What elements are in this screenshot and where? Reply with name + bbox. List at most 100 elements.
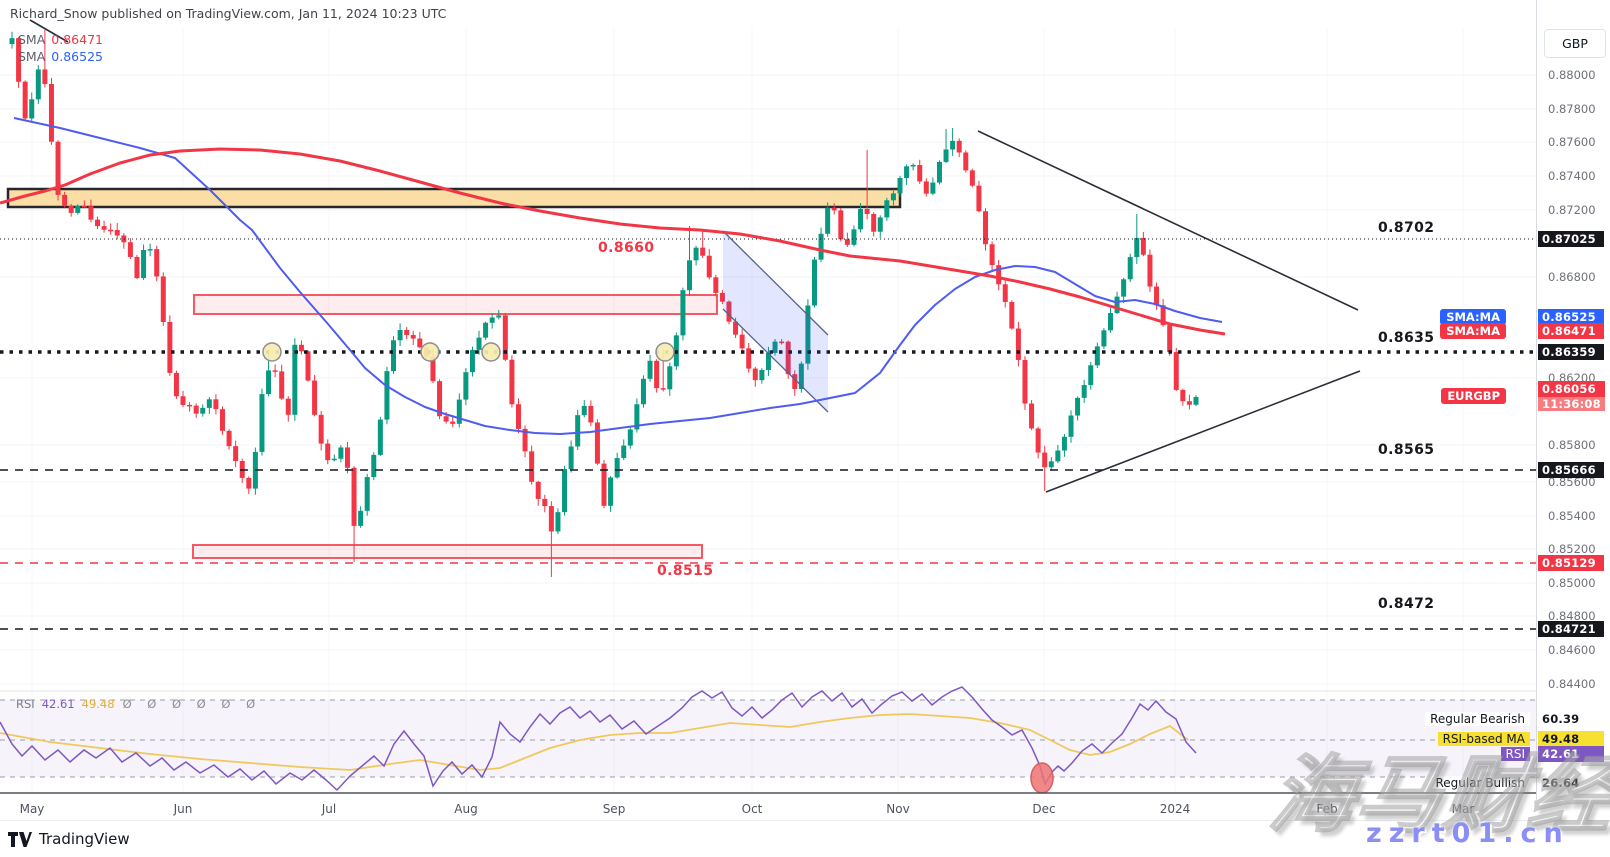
candle-body xyxy=(1180,389,1186,402)
time-tick-Oct: Oct xyxy=(741,802,763,816)
sma-label: SMA xyxy=(18,49,46,64)
candle-body xyxy=(338,447,344,459)
flag-channel-lower xyxy=(722,308,829,413)
candle-body xyxy=(1094,346,1100,366)
candle-body xyxy=(9,38,15,44)
candle-body xyxy=(963,152,969,171)
candle-body xyxy=(154,249,160,277)
level-label-0-8635: 0.8635 xyxy=(1378,330,1435,346)
candle-body xyxy=(358,510,364,526)
sma-blue-value: 0.86525 xyxy=(51,49,103,64)
sma-red-value: 0.86471 xyxy=(51,32,103,47)
candle-body xyxy=(1101,330,1107,347)
candle-body xyxy=(779,341,785,344)
candle-body xyxy=(562,469,568,513)
watermark-url: zzrt01.cn xyxy=(1366,818,1570,849)
candle-body xyxy=(193,405,199,414)
candle-body xyxy=(68,205,74,213)
candle-body xyxy=(844,239,850,245)
candle-body xyxy=(1055,450,1061,462)
price-chart-canvas[interactable] xyxy=(0,0,1536,800)
candle-body xyxy=(489,317,495,323)
candle-body xyxy=(746,348,752,369)
candle-body xyxy=(930,182,936,194)
candle-body xyxy=(581,405,587,416)
candle-body xyxy=(739,334,745,349)
candle-body xyxy=(667,366,673,390)
candle-body xyxy=(48,84,54,142)
rsi-based-ma-tag: RSI-based MA xyxy=(1437,732,1530,746)
rsi-ma-value: 49.48 xyxy=(81,697,115,711)
candle-body xyxy=(502,315,508,360)
level-label-0-8565: 0.8565 xyxy=(1378,442,1435,458)
time-tick-Sep: Sep xyxy=(602,802,626,816)
candle-body xyxy=(1068,415,1074,437)
candle-body xyxy=(923,181,929,194)
candle-body xyxy=(752,368,758,381)
candle-body xyxy=(877,217,883,232)
candle-body xyxy=(496,315,502,318)
candle-body xyxy=(917,164,923,182)
price-axis[interactable]: 0.88000 0.87800 0.87600 0.87400 0.87200 0.868… xyxy=(1536,0,1610,800)
level-touch-circle xyxy=(481,342,501,362)
sma-legend-row-blue[interactable]: SMA 0.86525 xyxy=(18,48,103,65)
candle-body xyxy=(1154,286,1160,306)
candle-body xyxy=(1127,257,1133,280)
tradingview-footer[interactable]: TradingView xyxy=(8,830,130,848)
candle-body xyxy=(851,229,857,245)
candle-body xyxy=(16,38,22,82)
candle-body xyxy=(443,416,449,422)
candle-body xyxy=(1107,313,1113,331)
candle-body xyxy=(391,340,397,372)
tradingview-brand-text: TradingView xyxy=(39,830,130,848)
candle-body xyxy=(298,344,304,352)
candle-body xyxy=(706,255,712,278)
candle-body xyxy=(1160,305,1166,326)
candle-body xyxy=(509,359,515,405)
currency-button[interactable]: GBP xyxy=(1544,29,1606,58)
candle-body xyxy=(700,247,706,256)
candle-body xyxy=(1081,385,1087,398)
candle-body xyxy=(897,178,903,194)
candle-body xyxy=(285,398,291,415)
candle-body xyxy=(575,415,581,447)
candle-body xyxy=(1173,352,1179,390)
candle-body xyxy=(62,194,68,206)
time-tick-Jul: Jul xyxy=(321,802,337,816)
candle-body xyxy=(614,458,620,478)
time-tick-Nov: Nov xyxy=(886,802,910,816)
flag-channel-fill xyxy=(723,231,828,412)
candle-body xyxy=(114,230,120,236)
flag-channel-upper xyxy=(722,230,829,336)
candle-body xyxy=(141,250,147,279)
sma-red-line xyxy=(0,147,1226,336)
candle-body xyxy=(943,149,949,162)
sma-legend[interactable]: SMA 0.86471 SMA 0.86525 xyxy=(18,31,103,65)
time-tick-Mar: Mar xyxy=(1451,802,1475,816)
time-axis[interactable]: May Jun Jul Aug Sep Oct Nov Dec 2024 Feb Mar xyxy=(0,0,1536,820)
candle-body xyxy=(759,369,765,381)
price-tick-label: 0.87800 xyxy=(1548,102,1596,116)
candle-body xyxy=(858,209,864,230)
footer-divider xyxy=(0,820,1610,821)
price-tick-label: 0.85200 xyxy=(1548,542,1596,556)
candle-body xyxy=(719,292,725,302)
sma-legend-row-red[interactable]: SMA 0.86471 xyxy=(18,31,103,48)
candle-body xyxy=(1048,461,1054,468)
candle-body xyxy=(687,260,693,291)
candle-body xyxy=(318,414,324,444)
candle-body xyxy=(871,213,877,232)
candle-body xyxy=(226,430,232,447)
candle-body xyxy=(1002,284,1008,302)
candle-body xyxy=(515,404,521,429)
candle-body xyxy=(101,226,107,230)
candle-body xyxy=(147,249,153,251)
candle-body xyxy=(404,330,410,336)
candle-body xyxy=(936,161,942,183)
candle-body xyxy=(75,206,81,213)
price-tick-label: 0.87200 xyxy=(1548,203,1596,217)
rsi-tag: RSI xyxy=(1500,747,1530,761)
candle-body xyxy=(437,381,443,417)
rsi-legend[interactable]: RSI 42.61 49.48 Ø Ø Ø Ø Ø Ø xyxy=(16,697,261,711)
candle-body xyxy=(713,277,719,293)
